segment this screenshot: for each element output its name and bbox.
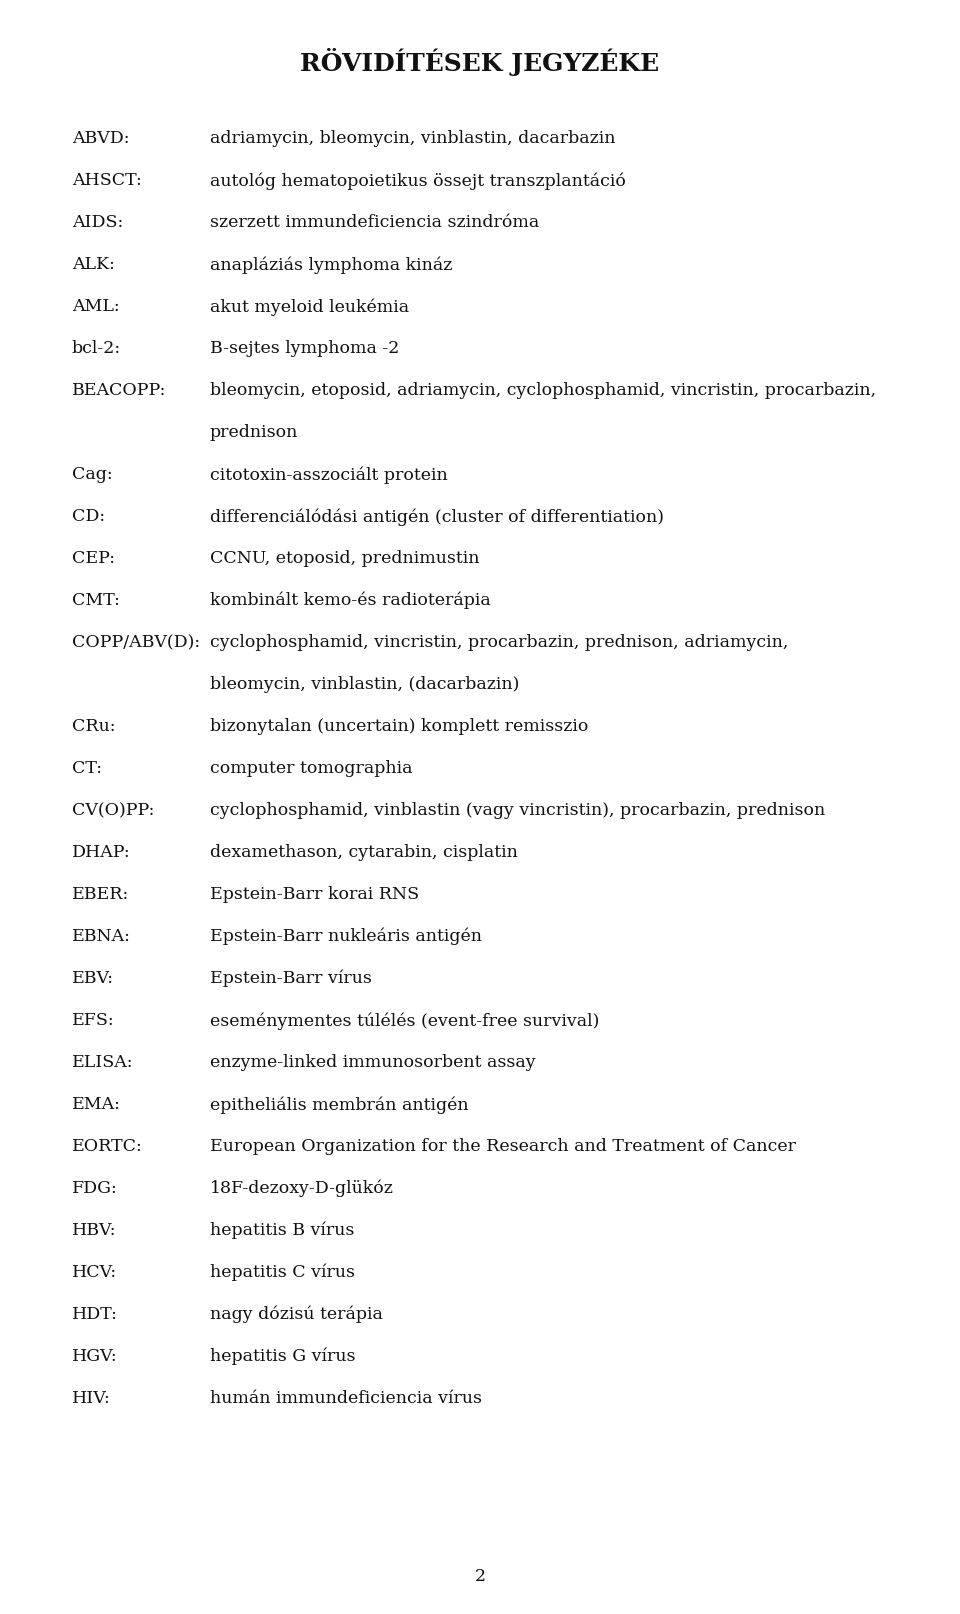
Text: prednison: prednison xyxy=(210,424,299,441)
Text: dexamethason, cytarabin, cisplatin: dexamethason, cytarabin, cisplatin xyxy=(210,844,517,860)
Text: computer tomographia: computer tomographia xyxy=(210,760,413,776)
Text: CRu:: CRu: xyxy=(72,718,115,734)
Text: differenciálódási antigén (cluster of differentiation): differenciálódási antigén (cluster of di… xyxy=(210,508,664,525)
Text: AIDS:: AIDS: xyxy=(72,215,123,231)
Text: Epstein-Barr korai RNS: Epstein-Barr korai RNS xyxy=(210,886,420,902)
Text: szerzett immundeficiencia szindróma: szerzett immundeficiencia szindróma xyxy=(210,215,540,231)
Text: HCV:: HCV: xyxy=(72,1264,117,1280)
Text: enzyme-linked immunosorbent assay: enzyme-linked immunosorbent assay xyxy=(210,1054,536,1070)
Text: EMA:: EMA: xyxy=(72,1096,121,1112)
Text: 2: 2 xyxy=(474,1567,486,1583)
Text: COPP/ABV(D):: COPP/ABV(D): xyxy=(72,634,200,650)
Text: BEACOPP:: BEACOPP: xyxy=(72,383,166,399)
Text: epitheliális membrán antigén: epitheliális membrán antigén xyxy=(210,1096,468,1112)
Text: 18F-dezoxy-D-glükóz: 18F-dezoxy-D-glükóz xyxy=(210,1180,394,1196)
Text: HBV:: HBV: xyxy=(72,1222,116,1238)
Text: RÖVIDÍTÉSEK JEGYZÉKE: RÖVIDÍTÉSEK JEGYZÉKE xyxy=(300,48,660,76)
Text: CCNU, etoposid, prednimustin: CCNU, etoposid, prednimustin xyxy=(210,550,479,567)
Text: bizonytalan (uncertain) komplett remisszio: bizonytalan (uncertain) komplett remissz… xyxy=(210,718,588,734)
Text: HIV:: HIV: xyxy=(72,1390,110,1406)
Text: European Organization for the Research and Treatment of Cancer: European Organization for the Research a… xyxy=(210,1138,796,1154)
Text: CT:: CT: xyxy=(72,760,102,776)
Text: ELISA:: ELISA: xyxy=(72,1054,133,1070)
Text: FDG:: FDG: xyxy=(72,1180,118,1196)
Text: HGV:: HGV: xyxy=(72,1348,118,1364)
Text: EBER:: EBER: xyxy=(72,886,130,902)
Text: CV(O)PP:: CV(O)PP: xyxy=(72,802,155,818)
Text: EBNA:: EBNA: xyxy=(72,928,131,944)
Text: Epstein-Barr vírus: Epstein-Barr vírus xyxy=(210,970,372,986)
Text: hepatitis C vírus: hepatitis C vírus xyxy=(210,1264,355,1280)
Text: kombinált kemo-és radioterápia: kombinált kemo-és radioterápia xyxy=(210,592,491,608)
Text: akut myeloid leukémia: akut myeloid leukémia xyxy=(210,299,409,315)
Text: AHSCT:: AHSCT: xyxy=(72,173,142,189)
Text: nagy dózisú terápia: nagy dózisú terápia xyxy=(210,1306,383,1323)
Text: bleomycin, vinblastin, (dacarbazin): bleomycin, vinblastin, (dacarbazin) xyxy=(210,676,519,692)
Text: bcl-2:: bcl-2: xyxy=(72,341,121,357)
Text: DHAP:: DHAP: xyxy=(72,844,131,860)
Text: humán immundeficiencia vírus: humán immundeficiencia vírus xyxy=(210,1390,482,1406)
Text: cyclophosphamid, vinblastin (vagy vincristin), procarbazin, prednison: cyclophosphamid, vinblastin (vagy vincri… xyxy=(210,802,826,818)
Text: bleomycin, etoposid, adriamycin, cyclophosphamid, vincristin, procarbazin,: bleomycin, etoposid, adriamycin, cycloph… xyxy=(210,383,876,399)
Text: HDT:: HDT: xyxy=(72,1306,118,1322)
Text: Epstein-Barr nukleáris antigén: Epstein-Barr nukleáris antigén xyxy=(210,928,482,944)
Text: adriamycin, bleomycin, vinblastin, dacarbazin: adriamycin, bleomycin, vinblastin, dacar… xyxy=(210,129,615,147)
Text: ALK:: ALK: xyxy=(72,257,115,273)
Text: hepatitis G vírus: hepatitis G vírus xyxy=(210,1348,355,1365)
Text: EORTC:: EORTC: xyxy=(72,1138,143,1154)
Text: Cag:: Cag: xyxy=(72,466,112,483)
Text: citotoxin-asszociált protein: citotoxin-asszociált protein xyxy=(210,466,447,483)
Text: CD:: CD: xyxy=(72,508,106,525)
Text: AML:: AML: xyxy=(72,299,120,315)
Text: EBV:: EBV: xyxy=(72,970,114,986)
Text: EFS:: EFS: xyxy=(72,1012,114,1028)
Text: hepatitis B vírus: hepatitis B vírus xyxy=(210,1222,354,1238)
Text: ABVD:: ABVD: xyxy=(72,129,130,147)
Text: CEP:: CEP: xyxy=(72,550,115,567)
Text: cyclophosphamid, vincristin, procarbazin, prednison, adriamycin,: cyclophosphamid, vincristin, procarbazin… xyxy=(210,634,788,650)
Text: CMT:: CMT: xyxy=(72,592,120,608)
Text: autológ hematopoietikus össejt transzplantáció: autológ hematopoietikus össejt transzpla… xyxy=(210,173,626,189)
Text: eseménymentes túlélés (event-free survival): eseménymentes túlélés (event-free surviv… xyxy=(210,1012,599,1028)
Text: B-sejtes lymphoma -2: B-sejtes lymphoma -2 xyxy=(210,341,399,357)
Text: anapláziás lymphoma kináz: anapláziás lymphoma kináz xyxy=(210,257,452,273)
